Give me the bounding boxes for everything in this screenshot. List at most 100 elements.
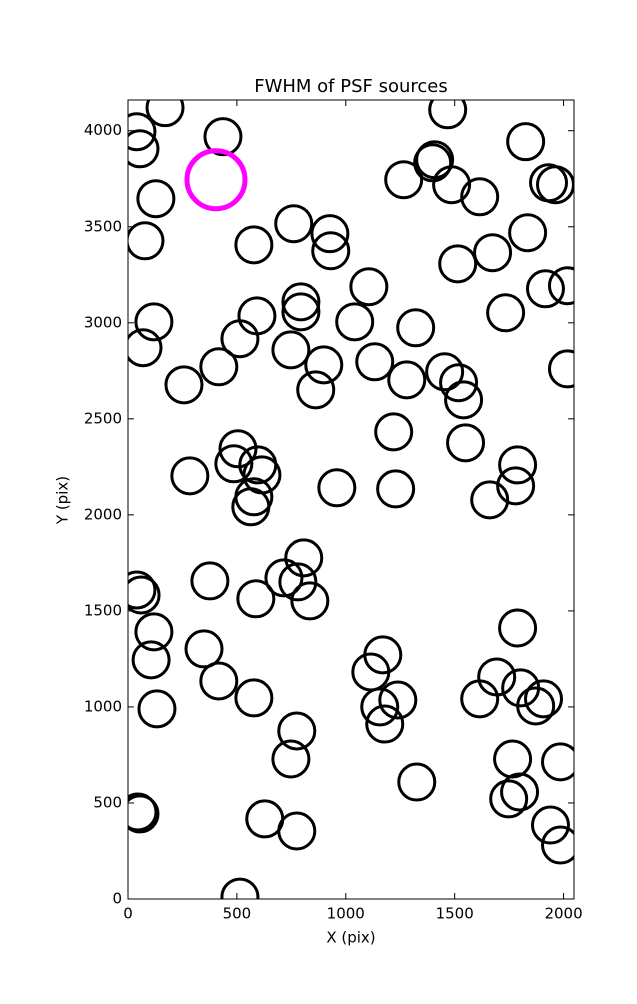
source-marker xyxy=(236,579,276,619)
source-marker xyxy=(438,244,478,284)
source-marker xyxy=(496,466,536,506)
plot-frame xyxy=(127,99,575,900)
source-marker xyxy=(145,100,185,128)
source-marker xyxy=(363,635,403,675)
source-marker xyxy=(446,423,486,463)
source-marker xyxy=(290,581,330,621)
source-marker xyxy=(237,296,277,336)
source-marker xyxy=(128,328,163,368)
source-marker xyxy=(304,345,344,385)
source-marker xyxy=(473,233,513,273)
source-marker xyxy=(220,877,260,899)
y-tick-label: 1500 xyxy=(84,601,122,619)
source-marker xyxy=(384,160,424,200)
source-marker xyxy=(460,177,500,217)
source-marker xyxy=(498,445,538,485)
source-marker xyxy=(199,347,239,387)
source-marker xyxy=(498,608,538,648)
source-marker xyxy=(234,678,274,718)
source-marker xyxy=(396,308,436,348)
source-marker xyxy=(397,762,437,802)
source-marker xyxy=(311,231,351,271)
y-tick-label: 3500 xyxy=(84,217,122,235)
source-marker xyxy=(349,267,389,307)
source-marker xyxy=(128,221,165,261)
source-marker xyxy=(335,302,375,342)
source-marker xyxy=(134,302,174,342)
source-marker xyxy=(428,100,468,130)
source-marker xyxy=(489,779,529,819)
source-marker xyxy=(413,143,453,183)
y-tick-label: 4000 xyxy=(84,121,122,139)
source-marker xyxy=(530,805,570,845)
source-marker xyxy=(199,661,239,701)
x-tick-label: 500 xyxy=(223,905,252,923)
source-marker xyxy=(432,165,472,205)
source-marker xyxy=(470,480,510,520)
source-marker xyxy=(365,704,405,744)
source-marker xyxy=(360,687,400,727)
source-marker xyxy=(136,179,176,219)
source-marker xyxy=(529,163,569,203)
source-marker xyxy=(271,330,311,370)
source-marker xyxy=(128,792,158,832)
y-axis-label: Y (pix) xyxy=(54,476,72,525)
y-tick-label: 2500 xyxy=(84,409,122,427)
source-marker xyxy=(214,444,254,484)
y-tick-label: 0 xyxy=(112,890,122,908)
y-tick-label: 3000 xyxy=(84,313,122,331)
source-marker xyxy=(128,129,160,169)
source-marker xyxy=(277,711,317,751)
source-marker xyxy=(439,363,479,403)
source-marker xyxy=(547,349,574,389)
source-marker xyxy=(264,558,304,598)
source-marker xyxy=(134,612,174,652)
y-tick-label: 500 xyxy=(93,793,122,811)
chart-title: FWHM of PSF sources xyxy=(254,76,448,97)
source-marker xyxy=(271,739,311,779)
source-marker xyxy=(231,487,271,527)
source-marker xyxy=(128,112,157,152)
source-marker xyxy=(131,640,171,680)
source-marker xyxy=(376,469,416,509)
source-marker xyxy=(296,370,336,410)
source-marker xyxy=(278,562,318,602)
source-marker xyxy=(281,282,321,322)
y-tick-label: 2000 xyxy=(84,505,122,523)
source-marker xyxy=(506,122,546,162)
source-marker xyxy=(220,319,260,359)
source-marker xyxy=(317,468,357,508)
source-marker xyxy=(274,204,314,244)
source-marker xyxy=(184,148,248,212)
source-marker xyxy=(137,689,177,729)
source-marker xyxy=(535,165,574,205)
source-marker xyxy=(128,794,160,834)
source-marker xyxy=(184,629,224,669)
x-tick-label: 1000 xyxy=(327,905,365,923)
x-tick-label: 2000 xyxy=(544,905,582,923)
source-marker xyxy=(164,365,204,405)
source-marker xyxy=(218,429,258,469)
source-marker xyxy=(547,266,574,306)
source-marker xyxy=(387,360,427,400)
source-marker xyxy=(281,292,321,332)
source-marker xyxy=(415,140,455,180)
source-marker xyxy=(378,680,418,720)
x-tick-label: 1500 xyxy=(436,905,474,923)
source-marker xyxy=(128,575,161,615)
source-marker xyxy=(190,561,230,601)
source-marker xyxy=(486,293,526,333)
source-marker xyxy=(444,380,484,420)
source-marker xyxy=(508,213,548,253)
source-marker xyxy=(234,225,274,265)
x-tick-label: 0 xyxy=(123,905,133,923)
source-marker xyxy=(277,811,317,851)
source-marker xyxy=(493,739,533,779)
source-marker xyxy=(516,686,556,726)
source-marker xyxy=(541,825,574,865)
source-marker xyxy=(477,657,517,697)
source-marker xyxy=(425,352,465,392)
source-marker xyxy=(374,412,414,452)
source-marker xyxy=(284,538,324,578)
